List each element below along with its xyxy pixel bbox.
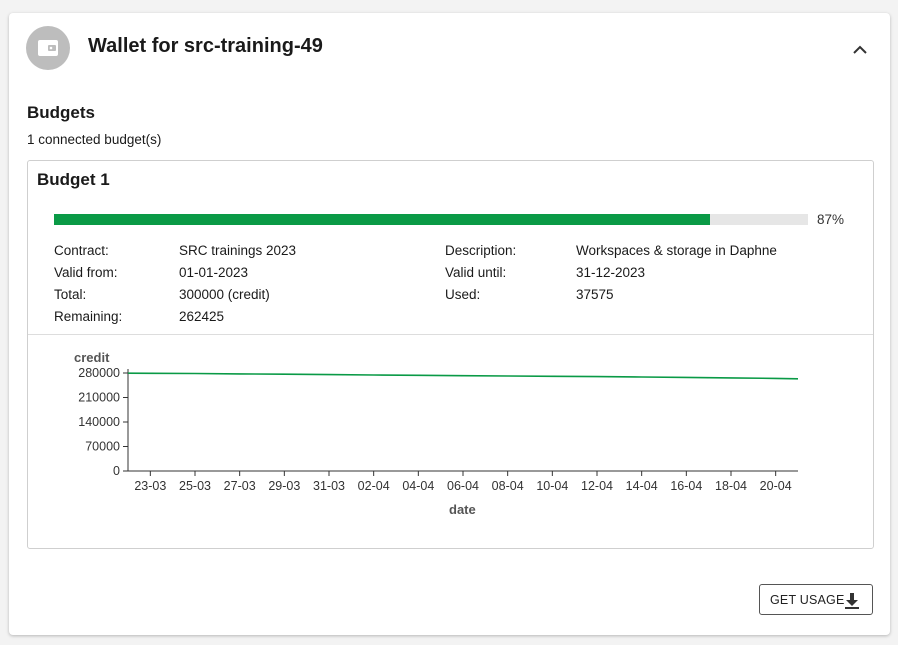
wallet-card: Wallet for src-training-49 Budgets 1 con… <box>9 13 890 635</box>
connected-budgets-count: 1 connected budget(s) <box>27 132 162 147</box>
x-tick-label: 02-04 <box>358 479 390 493</box>
y-tick-label: 140000 <box>78 415 120 429</box>
budget-title: Budget 1 <box>37 170 110 189</box>
x-tick-label: 25-03 <box>179 479 211 493</box>
remaining-value: 262425 <box>179 309 225 324</box>
x-tick-label: 14-04 <box>626 479 658 493</box>
x-tick-label: 31-03 <box>313 479 345 493</box>
credit-line <box>127 372 799 380</box>
x-axis-title: date <box>449 502 476 517</box>
collapse-button[interactable] <box>847 37 873 63</box>
budget-divider <box>28 334 873 335</box>
get-usage-button[interactable]: GET USAGE <box>759 584 873 615</box>
y-tick-label: 280000 <box>78 366 120 380</box>
x-tick-label: 16-04 <box>670 479 702 493</box>
x-tick-label: 23-03 <box>134 479 166 493</box>
valid-from-value: 01-01-2023 <box>179 265 249 280</box>
budget-progress-percent: 87% <box>817 212 845 227</box>
x-tick-label: 20-04 <box>760 479 792 493</box>
budget-panel: Budget 1 87% Contract: SRC trainings 202… <box>27 160 874 549</box>
x-tick-label: 18-04 <box>715 479 747 493</box>
valid-until-value: 31-12-2023 <box>576 265 646 280</box>
wallet-icon <box>38 40 58 56</box>
used-label: Used: <box>445 287 481 302</box>
valid-from-label: Valid from: <box>54 265 118 280</box>
x-tick-label: 12-04 <box>581 479 613 493</box>
used-value: 37575 <box>576 287 614 302</box>
y-tick-label: 210000 <box>78 391 120 405</box>
x-tick-label: 29-03 <box>268 479 300 493</box>
total-value: 300000 (credit) <box>179 287 270 302</box>
contract-label: Contract: <box>54 243 109 258</box>
x-tick-label: 10-04 <box>536 479 568 493</box>
y-axis-title: credit <box>74 350 110 365</box>
wallet-avatar <box>26 26 70 70</box>
description-label: Description: <box>445 243 517 258</box>
budgets-heading: Budgets <box>27 103 95 122</box>
contract-value: SRC trainings 2023 <box>179 243 297 258</box>
x-tick-label: 04-04 <box>402 479 434 493</box>
description-value: Workspaces & storage in Daphne <box>576 243 777 258</box>
valid-until-label: Valid until: <box>445 265 507 280</box>
y-tick-label: 0 <box>113 464 120 478</box>
x-tick-label: 08-04 <box>492 479 524 493</box>
chevron-up-icon <box>853 45 867 54</box>
x-tick-label: 27-03 <box>224 479 256 493</box>
get-usage-label: GET USAGE <box>770 593 845 607</box>
credit-usage-chart: 0 70000 140000 210000 280000 23-03 25-03 27-03 2… <box>74 350 799 517</box>
y-tick-label: 70000 <box>85 440 120 454</box>
budget-progress-fill <box>54 214 710 225</box>
budget-progress-bar <box>54 214 808 225</box>
wallet-header[interactable]: Wallet for src-training-49 <box>9 13 890 88</box>
x-tick-label: 06-04 <box>447 479 479 493</box>
total-label: Total: <box>54 287 87 302</box>
download-icon <box>845 593 859 609</box>
remaining-label: Remaining: <box>54 309 123 324</box>
wallet-title: Wallet for src-training-49 <box>88 35 323 57</box>
